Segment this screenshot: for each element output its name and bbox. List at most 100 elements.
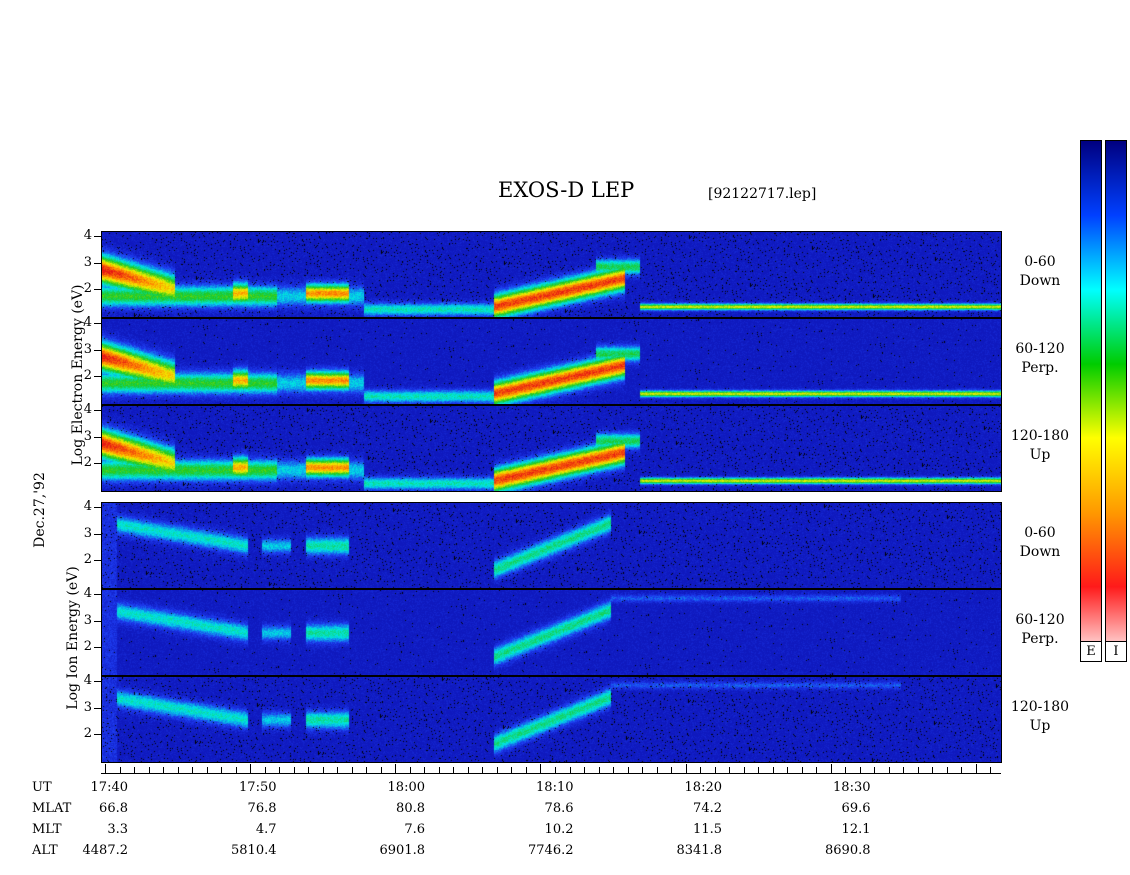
mlt-value: 10.2: [544, 822, 574, 837]
alt-value: 8341.8: [676, 843, 723, 858]
ytick-mark: [94, 236, 101, 238]
xtick-mark: [569, 767, 571, 773]
spectrogram-panel-4: [101, 502, 1002, 589]
xtick-mark: [917, 767, 919, 773]
pitch-angle-direction: Down: [1019, 544, 1061, 560]
ytick-mark: [94, 323, 101, 325]
ytick-label: 4: [83, 402, 92, 418]
mlat-value: 76.8: [247, 801, 277, 816]
ut-value: 17:40: [90, 780, 128, 795]
spectrogram-image-2: [102, 319, 1001, 404]
ytick-label: 4: [83, 228, 92, 244]
xtick-mark: [235, 767, 237, 773]
ytick-label: 2: [83, 726, 92, 742]
ytick-label: 2: [83, 639, 92, 655]
xtick-mark: [163, 767, 165, 773]
mlt-value: 12.1: [841, 822, 871, 837]
row-label-ut: UT: [32, 780, 52, 795]
mlat-value: 80.8: [396, 801, 425, 816]
xtick-mark: [932, 767, 934, 773]
pitch-angle-label: 120-180 Up: [1000, 427, 1080, 465]
ytick-label: 4: [83, 586, 92, 602]
mlt-value: 4.7: [255, 822, 277, 837]
ytick-label: 2: [83, 455, 92, 471]
ytick-label: 3: [83, 254, 92, 270]
pitch-angle-range: 120-180: [1010, 428, 1070, 444]
pitch-angle-label: 0-60 Down: [1000, 524, 1080, 562]
xtick-mark: [656, 767, 658, 773]
ytick-label: 3: [83, 612, 92, 628]
xtick-mark: [482, 767, 484, 773]
ytick-mark: [94, 376, 101, 378]
xtick-mark: [206, 767, 208, 773]
pitch-angle-range: 60-120: [1015, 612, 1065, 628]
ytick-mark: [94, 262, 101, 264]
ytick-mark: [94, 436, 101, 438]
xtick-mark: [525, 767, 527, 773]
xtick-mark: [438, 767, 440, 773]
xtick-mark: [192, 767, 194, 773]
pitch-angle-label: 0-60 Down: [1000, 253, 1080, 291]
xtick-mark: [366, 767, 368, 773]
pitch-angle-direction: Perp.: [1021, 360, 1059, 376]
row-label-mlat: MLAT: [32, 801, 72, 816]
ytick-mark: [94, 734, 101, 736]
xtick-mark: [758, 767, 760, 773]
alt-value: 6901.8: [379, 843, 426, 858]
colorbar-ion-label: I: [1106, 641, 1126, 661]
xtick-mark: [555, 767, 556, 773]
colorbar-electron: E: [1080, 140, 1102, 662]
xtick-mark: [946, 767, 948, 773]
xtick-mark: [874, 767, 876, 773]
date-label: Dec.27,'92: [32, 472, 48, 548]
pitch-angle-range: 0-60: [1024, 254, 1056, 270]
xtick-mark: [119, 767, 121, 773]
xtick-mark: [148, 767, 150, 773]
mlt-value: 11.5: [693, 822, 722, 837]
ytick-mark: [94, 620, 101, 622]
mlat-value: 74.2: [693, 801, 722, 816]
mlt-value: 7.6: [404, 822, 425, 837]
ytick-label: 2: [83, 368, 92, 384]
ytick-mark: [94, 410, 101, 412]
xtick-mark: [467, 767, 469, 773]
xtick-mark: [598, 767, 600, 773]
xtick-mark: [453, 767, 455, 773]
xtick-mark: [772, 767, 774, 773]
colorbar-electron-label: E: [1081, 641, 1101, 661]
ytick-label: 4: [83, 673, 92, 689]
pitch-angle-range: 60-120: [1015, 341, 1065, 357]
xtick-mark: [308, 767, 310, 773]
xtick-mark: [671, 767, 673, 773]
spectrogram-image-5: [102, 590, 1001, 675]
xtick-mark: [395, 764, 397, 774]
ytick-mark: [94, 560, 101, 562]
pitch-angle-label: 120-180 Up: [1000, 698, 1080, 736]
mlat-value: 78.6: [544, 801, 574, 816]
xtick-mark: [642, 767, 644, 773]
chart-title: EXOS-D LEP: [498, 178, 635, 202]
alt-value: 8690.8: [825, 843, 871, 858]
xtick-mark: [134, 767, 136, 773]
xtick-mark: [511, 767, 513, 773]
pitch-angle-direction: Up: [1029, 718, 1051, 734]
xtick-mark: [496, 767, 498, 773]
xtick-mark: [975, 764, 977, 774]
pitch-angle-range: 0-60: [1024, 525, 1056, 541]
xtick-mark: [380, 767, 382, 773]
ut-value: 17:50: [239, 780, 277, 795]
ytick-label: 2: [83, 552, 92, 568]
xtick-mark: [293, 767, 295, 773]
xtick-mark: [627, 767, 629, 773]
xtick-mark: [685, 764, 687, 774]
xtick-mark: [540, 764, 542, 774]
time-axis: [101, 773, 1001, 774]
xtick-mark: [961, 767, 963, 773]
ytick-mark: [94, 349, 101, 351]
ytick-mark: [94, 289, 101, 291]
pitch-angle-label: 60-120 Perp.: [1000, 340, 1080, 378]
spectrogram-panel-6: [101, 676, 1002, 763]
ut-value: 18:30: [833, 780, 871, 795]
ytick-label: 4: [83, 315, 92, 331]
xtick-mark: [177, 767, 179, 773]
